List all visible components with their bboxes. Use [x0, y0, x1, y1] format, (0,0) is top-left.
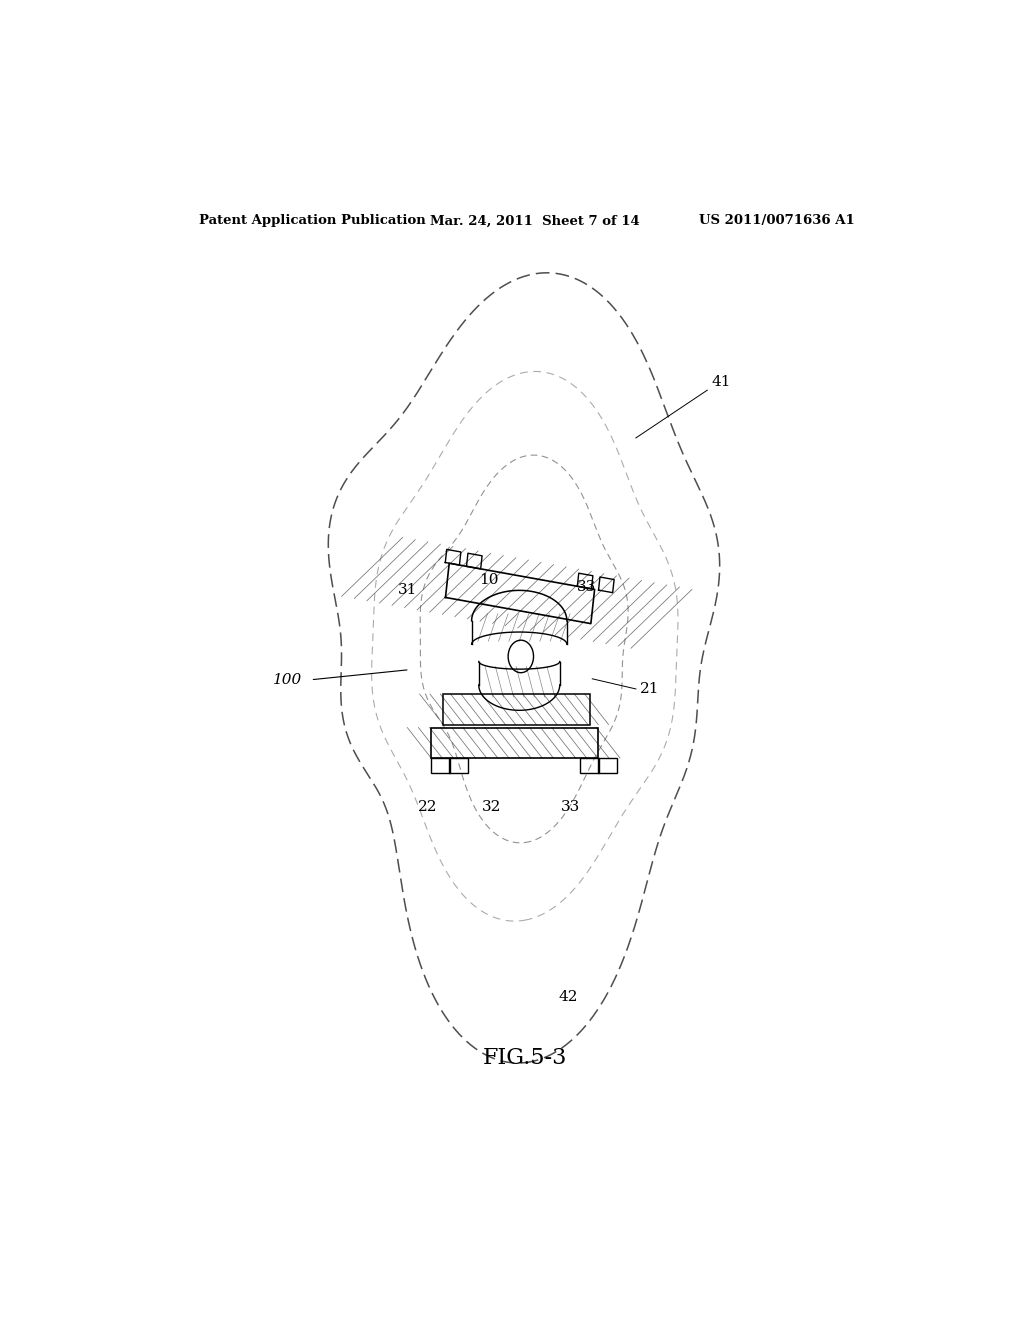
Text: FIG.5-3: FIG.5-3: [482, 1047, 567, 1069]
Bar: [449, 758, 468, 774]
Text: 41: 41: [712, 375, 731, 389]
Bar: [431, 758, 451, 774]
Text: 22: 22: [418, 800, 437, 814]
Text: 33: 33: [577, 581, 596, 594]
Text: Patent Application Publication: Patent Application Publication: [200, 214, 426, 227]
Text: 21: 21: [640, 682, 659, 696]
Text: 32: 32: [481, 800, 501, 814]
Text: 33: 33: [561, 800, 581, 814]
Bar: [581, 758, 599, 774]
Text: 10: 10: [479, 573, 499, 587]
Text: 42: 42: [559, 990, 579, 1005]
Text: 100: 100: [273, 673, 303, 686]
Bar: [443, 694, 590, 725]
Bar: [598, 758, 616, 774]
Text: 31: 31: [398, 583, 418, 598]
Text: Mar. 24, 2011  Sheet 7 of 14: Mar. 24, 2011 Sheet 7 of 14: [430, 214, 639, 227]
Bar: [431, 727, 598, 758]
Text: US 2011/0071636 A1: US 2011/0071636 A1: [699, 214, 855, 227]
